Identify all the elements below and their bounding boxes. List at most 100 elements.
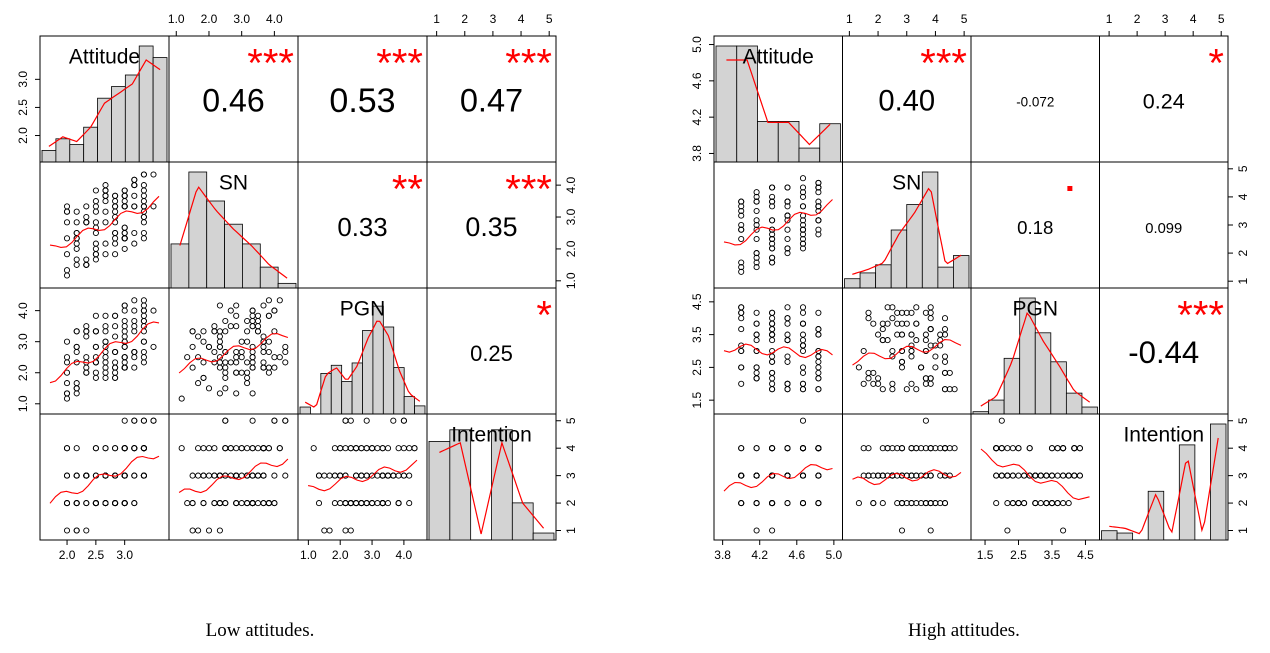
scatter-point — [102, 338, 109, 345]
scatter-point — [898, 320, 906, 327]
scatter-point — [140, 171, 147, 178]
trend-line — [307, 459, 418, 492]
scatter-point — [875, 375, 882, 382]
scatter-point — [799, 235, 807, 243]
scatter-point — [184, 500, 191, 507]
y-tick-label-pgn: 4.5 — [690, 293, 704, 310]
panel-border — [842, 287, 972, 415]
scatter-point — [815, 309, 822, 316]
histogram-bar — [937, 266, 954, 289]
scatter-point — [227, 445, 234, 452]
scatter-point — [922, 375, 929, 382]
scatter-point — [390, 472, 397, 479]
scatter-point — [131, 182, 138, 189]
scatter-point — [799, 320, 807, 327]
scatter-point — [63, 395, 71, 402]
scatter-point — [73, 472, 80, 479]
scatter-point — [875, 331, 882, 338]
scatter-point — [799, 417, 807, 424]
scatter-point — [63, 219, 71, 226]
scatter-point — [131, 317, 138, 325]
scatter-point — [112, 198, 119, 205]
scatter-point — [112, 203, 119, 210]
histogram-bar — [69, 144, 85, 163]
scatter-point — [913, 337, 920, 344]
scatter-point — [799, 193, 807, 200]
scatter-point — [738, 445, 745, 452]
scatter-point — [889, 380, 896, 387]
scatter-point — [200, 500, 207, 507]
scatter-point — [131, 500, 138, 507]
scatter-point — [998, 445, 1005, 452]
scatter-point — [92, 256, 99, 263]
scatter-point — [738, 380, 745, 387]
histogram-bar — [777, 121, 800, 163]
scatter-point — [799, 184, 807, 191]
trend-line — [980, 448, 1090, 501]
panel-border — [713, 161, 843, 289]
scatter-point — [244, 359, 251, 366]
scatter-point — [233, 354, 240, 361]
scatter-point — [941, 500, 949, 507]
scatter-point — [83, 369, 90, 376]
scatter-point — [395, 445, 402, 452]
scatter-point — [932, 500, 939, 507]
scatter-point — [131, 348, 138, 356]
scatter-point — [282, 343, 289, 350]
scatter-point — [63, 272, 71, 279]
histogram-bar — [875, 264, 892, 289]
scatter-point — [131, 297, 138, 304]
scatter-point — [815, 189, 822, 196]
correlation-value: 0.24 — [1143, 90, 1185, 114]
scatter-point — [927, 445, 934, 452]
scatter-point — [265, 369, 272, 376]
scatter-point — [63, 354, 71, 361]
scatter-point — [799, 189, 807, 196]
scatter-point — [222, 500, 229, 507]
x-tick-label-attitude: 5.0 — [826, 548, 843, 562]
scatter-point — [738, 364, 745, 371]
scatter-point — [140, 235, 147, 242]
scatter-point — [753, 320, 760, 327]
y-tick-label-intention: 2 — [564, 499, 578, 506]
scatter-point — [799, 369, 807, 376]
scatter-point — [73, 256, 80, 263]
scatter-point — [140, 213, 147, 221]
scatter-point — [400, 472, 407, 479]
scatter-point — [358, 472, 365, 479]
scatter-point — [753, 527, 760, 534]
scatter-point — [112, 364, 119, 371]
scatter-point — [271, 417, 278, 424]
scatter-point — [140, 297, 147, 304]
scatter-point — [222, 317, 229, 325]
scatter-point — [271, 364, 278, 371]
x-tick-label-pgn: 4.0 — [396, 548, 413, 562]
histogram-bar — [890, 229, 908, 289]
scatter-point — [1004, 445, 1011, 452]
scatter-point — [1054, 472, 1061, 479]
scatter-point — [140, 354, 147, 361]
scatter-point — [260, 343, 267, 350]
scatter-point — [889, 445, 896, 452]
trend-line — [49, 321, 160, 384]
x-tick-label-attitude: 3.0 — [116, 548, 133, 562]
scatter-point — [260, 500, 267, 507]
scatter-point — [112, 240, 119, 247]
scatter-point — [222, 445, 229, 452]
x-tick-label-attitude: 3.8 — [714, 548, 731, 562]
density-curve — [304, 320, 421, 408]
scatter-point — [815, 472, 822, 479]
y-tick-label-attitude: 2.5 — [16, 99, 30, 116]
scatter-point — [769, 198, 776, 205]
significance-stars: * — [536, 294, 552, 338]
scatter-point — [337, 445, 344, 452]
scatter-point — [1004, 527, 1011, 534]
scatter-point — [769, 309, 776, 316]
x-tick-label-attitude: 4.2 — [751, 548, 768, 562]
scatter-point — [92, 203, 99, 210]
y-tick-label-attitude: 5.0 — [690, 36, 704, 53]
scatter-point — [815, 231, 822, 238]
scatter-point — [889, 386, 896, 393]
x-tick-label-sn: 3 — [903, 12, 910, 26]
scatter-point — [815, 375, 822, 382]
